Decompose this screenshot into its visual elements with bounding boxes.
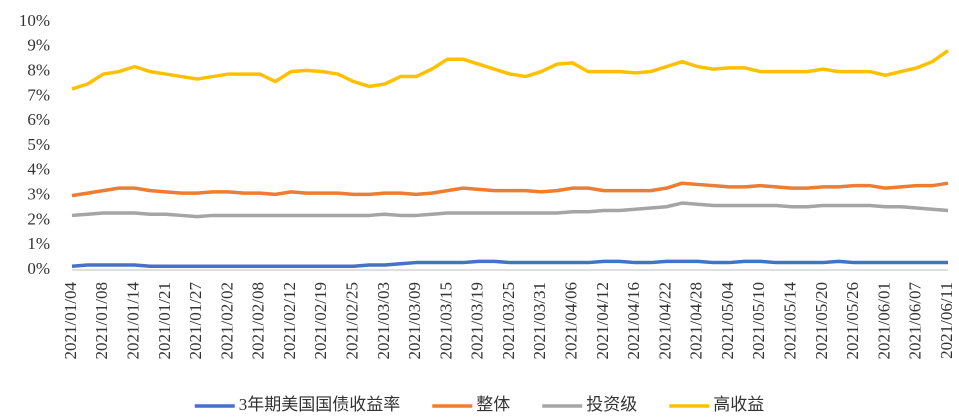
x-tick-label: 2021/06/11: [937, 282, 956, 359]
x-tick-label: 2021/06/07: [906, 282, 925, 360]
y-tick-label: 6%: [27, 110, 50, 129]
y-tick-label: 0%: [27, 259, 50, 278]
y-tick-label: 10%: [19, 11, 50, 30]
x-tick-label: 2021/01/08: [92, 282, 111, 359]
x-tick-label: 2021/02/25: [342, 282, 361, 359]
y-tick-label: 4%: [27, 160, 50, 179]
x-tick-label: 2021/05/10: [749, 282, 768, 359]
x-tick-label: 2021/02/12: [280, 282, 299, 359]
y-tick-label: 9%: [27, 36, 50, 55]
x-tick-label: 2021/04/22: [655, 282, 674, 359]
x-tick-label: 2021/01/21: [155, 282, 174, 359]
x-tick-label: 2021/01/14: [123, 282, 142, 360]
x-tick-label: 2021/02/02: [217, 282, 236, 359]
series-line: [71, 201, 949, 219]
y-tick-label: 7%: [27, 85, 50, 104]
legend-label: 整体: [476, 395, 510, 414]
x-tick-label: 2021/03/25: [499, 282, 518, 359]
x-tick-label: 2021/03/03: [374, 282, 393, 359]
x-tick-label: 2021/03/31: [530, 282, 549, 359]
y-tick-label: 5%: [27, 135, 50, 154]
x-tick-label: 2021/02/19: [311, 282, 330, 359]
x-tick-label: 2021/04/06: [561, 282, 580, 359]
legend-label: 投资级: [586, 395, 637, 414]
series-line: [71, 49, 950, 91]
x-tick-label: 2021/04/16: [624, 282, 643, 359]
x-tick-label: 2021/02/08: [249, 282, 268, 359]
y-tick-label: 1%: [27, 234, 50, 253]
series-line: [71, 181, 949, 198]
x-tick-label: 2021/05/04: [718, 282, 737, 360]
x-tick-label: 2021/04/28: [687, 282, 706, 359]
x-tick-label: 2021/04/12: [593, 282, 612, 359]
y-tick-label: 2%: [27, 209, 50, 228]
x-tick-label: 2021/05/14: [780, 282, 799, 360]
x-tick-label: 2021/03/15: [436, 282, 455, 359]
x-tick-label: 2021/06/01: [874, 282, 893, 359]
y-tick-label: 3%: [27, 185, 50, 204]
legend-label: 3年期美国国债收益率: [239, 395, 401, 414]
legend-label: 高收益: [713, 395, 764, 414]
series-line: [71, 259, 948, 269]
x-tick-label: 2021/05/26: [843, 282, 862, 359]
x-tick-label: 2021/03/19: [468, 282, 487, 359]
x-tick-label: 2021/05/20: [812, 282, 831, 359]
x-tick-label: 2021/01/27: [186, 282, 205, 360]
x-tick-label: 2021/03/09: [405, 282, 424, 359]
y-tick-label: 8%: [27, 61, 50, 80]
x-tick-label: 2021/01/04: [61, 282, 80, 360]
